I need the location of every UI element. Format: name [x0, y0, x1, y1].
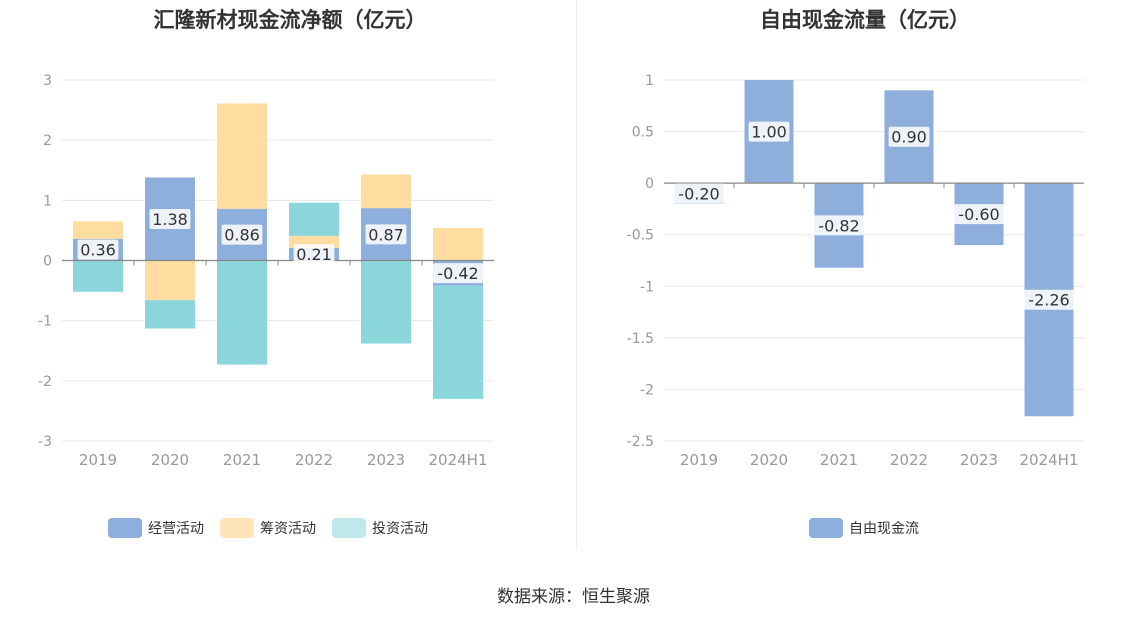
x-tick-label: 2023 [960, 451, 998, 469]
x-tick-label: 2023 [367, 451, 405, 469]
data-label: 0.21 [296, 245, 332, 264]
data-label-bg [888, 126, 930, 147]
data-label-bg [433, 263, 483, 284]
x-tick-label: 2019 [79, 451, 117, 469]
legend-item-investing[interactable]: 投资活动 [332, 518, 428, 538]
y-tick-label: 0.5 [632, 125, 654, 141]
y-tick-label: -3 [38, 434, 52, 450]
legend-swatch-free-cash-flow [809, 518, 843, 538]
data-label: -0.42 [437, 264, 478, 283]
legend-item-operating[interactable]: 经营活动 [108, 518, 204, 538]
legend-label-operating: 经营活动 [148, 521, 204, 537]
data-label: -0.82 [818, 216, 859, 235]
legend-item-free-cash-flow[interactable]: 自由现金流 [809, 518, 919, 538]
y-tick-label: -2.5 [627, 434, 654, 450]
left-chart-legend: 经营活动 筹资活动 投资活动 [108, 518, 444, 538]
y-tick-label: -0.5 [627, 228, 654, 244]
bar-investing[interactable] [73, 260, 123, 292]
right-chart-title: 自由现金流量（亿元） [760, 8, 970, 32]
bar-investing[interactable] [433, 285, 483, 399]
legend-item-financing[interactable]: 筹资活动 [220, 518, 316, 538]
data-label-bg [293, 244, 335, 265]
data-label-bg [221, 224, 263, 245]
x-tick-label: 2022 [890, 451, 928, 469]
data-label: -0.20 [678, 184, 719, 203]
bar-financing[interactable] [145, 260, 195, 301]
bar-investing[interactable] [145, 300, 195, 329]
data-source: 数据来源：恒生聚源 [497, 587, 650, 607]
data-label: 0.36 [80, 241, 116, 260]
bar-investing[interactable] [217, 260, 267, 365]
data-label-bg [1024, 289, 1074, 310]
legend-label-investing: 投资活动 [372, 521, 428, 537]
bar-financing[interactable] [217, 103, 267, 209]
legend-label-free-cash-flow: 自由现金流 [849, 521, 919, 537]
y-tick-label: -1 [640, 279, 654, 295]
data-label-bg [149, 208, 191, 229]
data-label: 1.38 [152, 210, 188, 229]
data-label-bg [365, 224, 407, 245]
x-tick-label: 2020 [151, 451, 189, 469]
data-label: 0.90 [891, 128, 927, 147]
data-label: 0.86 [224, 226, 260, 245]
right-chart-legend: 自由现金流 [809, 518, 935, 538]
x-tick-label: 2019 [680, 451, 718, 469]
legend-swatch-operating [108, 518, 142, 538]
legend-swatch-financing [220, 518, 254, 538]
bar-financing[interactable] [433, 228, 483, 261]
legend-swatch-investing [332, 518, 366, 538]
bar-investing[interactable] [289, 202, 339, 236]
y-tick-label: 1 [43, 193, 52, 209]
y-tick-label: -1.5 [627, 331, 654, 347]
data-label-bg [814, 215, 864, 236]
data-label: 0.87 [368, 225, 404, 244]
data-label-bg [77, 239, 119, 260]
y-tick-label: 0 [645, 176, 654, 192]
left-chart-title: 汇隆新材现金流净额（亿元） [153, 8, 427, 32]
x-tick-label: 2020 [750, 451, 788, 469]
free-cash-flow-chart: 1 0.5 0 -0.5 -1 -1.5 -2 -2.5 2019 2020 2021 2022 202… [627, 73, 1084, 469]
chart-divider [576, 0, 577, 550]
data-label: -0.60 [958, 205, 999, 224]
y-tick-label: -1 [38, 314, 52, 330]
x-tick-label: 2024H1 [429, 451, 488, 469]
data-label-bg [674, 183, 724, 204]
x-tick-label: 2022 [295, 451, 333, 469]
bar-financing[interactable] [73, 221, 123, 239]
x-tick-label: 2021 [223, 451, 261, 469]
data-label-bg [954, 204, 1004, 225]
y-tick-label: -2 [38, 374, 52, 390]
data-label: 1.00 [751, 123, 787, 142]
x-tick-label: 2021 [820, 451, 858, 469]
y-tick-label: 0 [43, 254, 52, 270]
data-label: -2.26 [1028, 291, 1069, 310]
y-tick-label: -2 [640, 382, 654, 398]
bar-financing[interactable] [361, 174, 411, 209]
cash-flow-net-chart: 3 2 1 0 -1 -2 -3 2019 2020 2021 2022 2023 2024H1 0.36… [38, 73, 494, 469]
bar-investing[interactable] [361, 260, 411, 344]
y-tick-label: 1 [645, 73, 654, 89]
y-tick-label: 2 [43, 133, 52, 149]
legend-label-financing: 筹资活动 [260, 521, 316, 537]
y-tick-label: 3 [43, 73, 52, 89]
x-tick-label: 2024H1 [1020, 451, 1079, 469]
data-label-bg [748, 121, 790, 142]
